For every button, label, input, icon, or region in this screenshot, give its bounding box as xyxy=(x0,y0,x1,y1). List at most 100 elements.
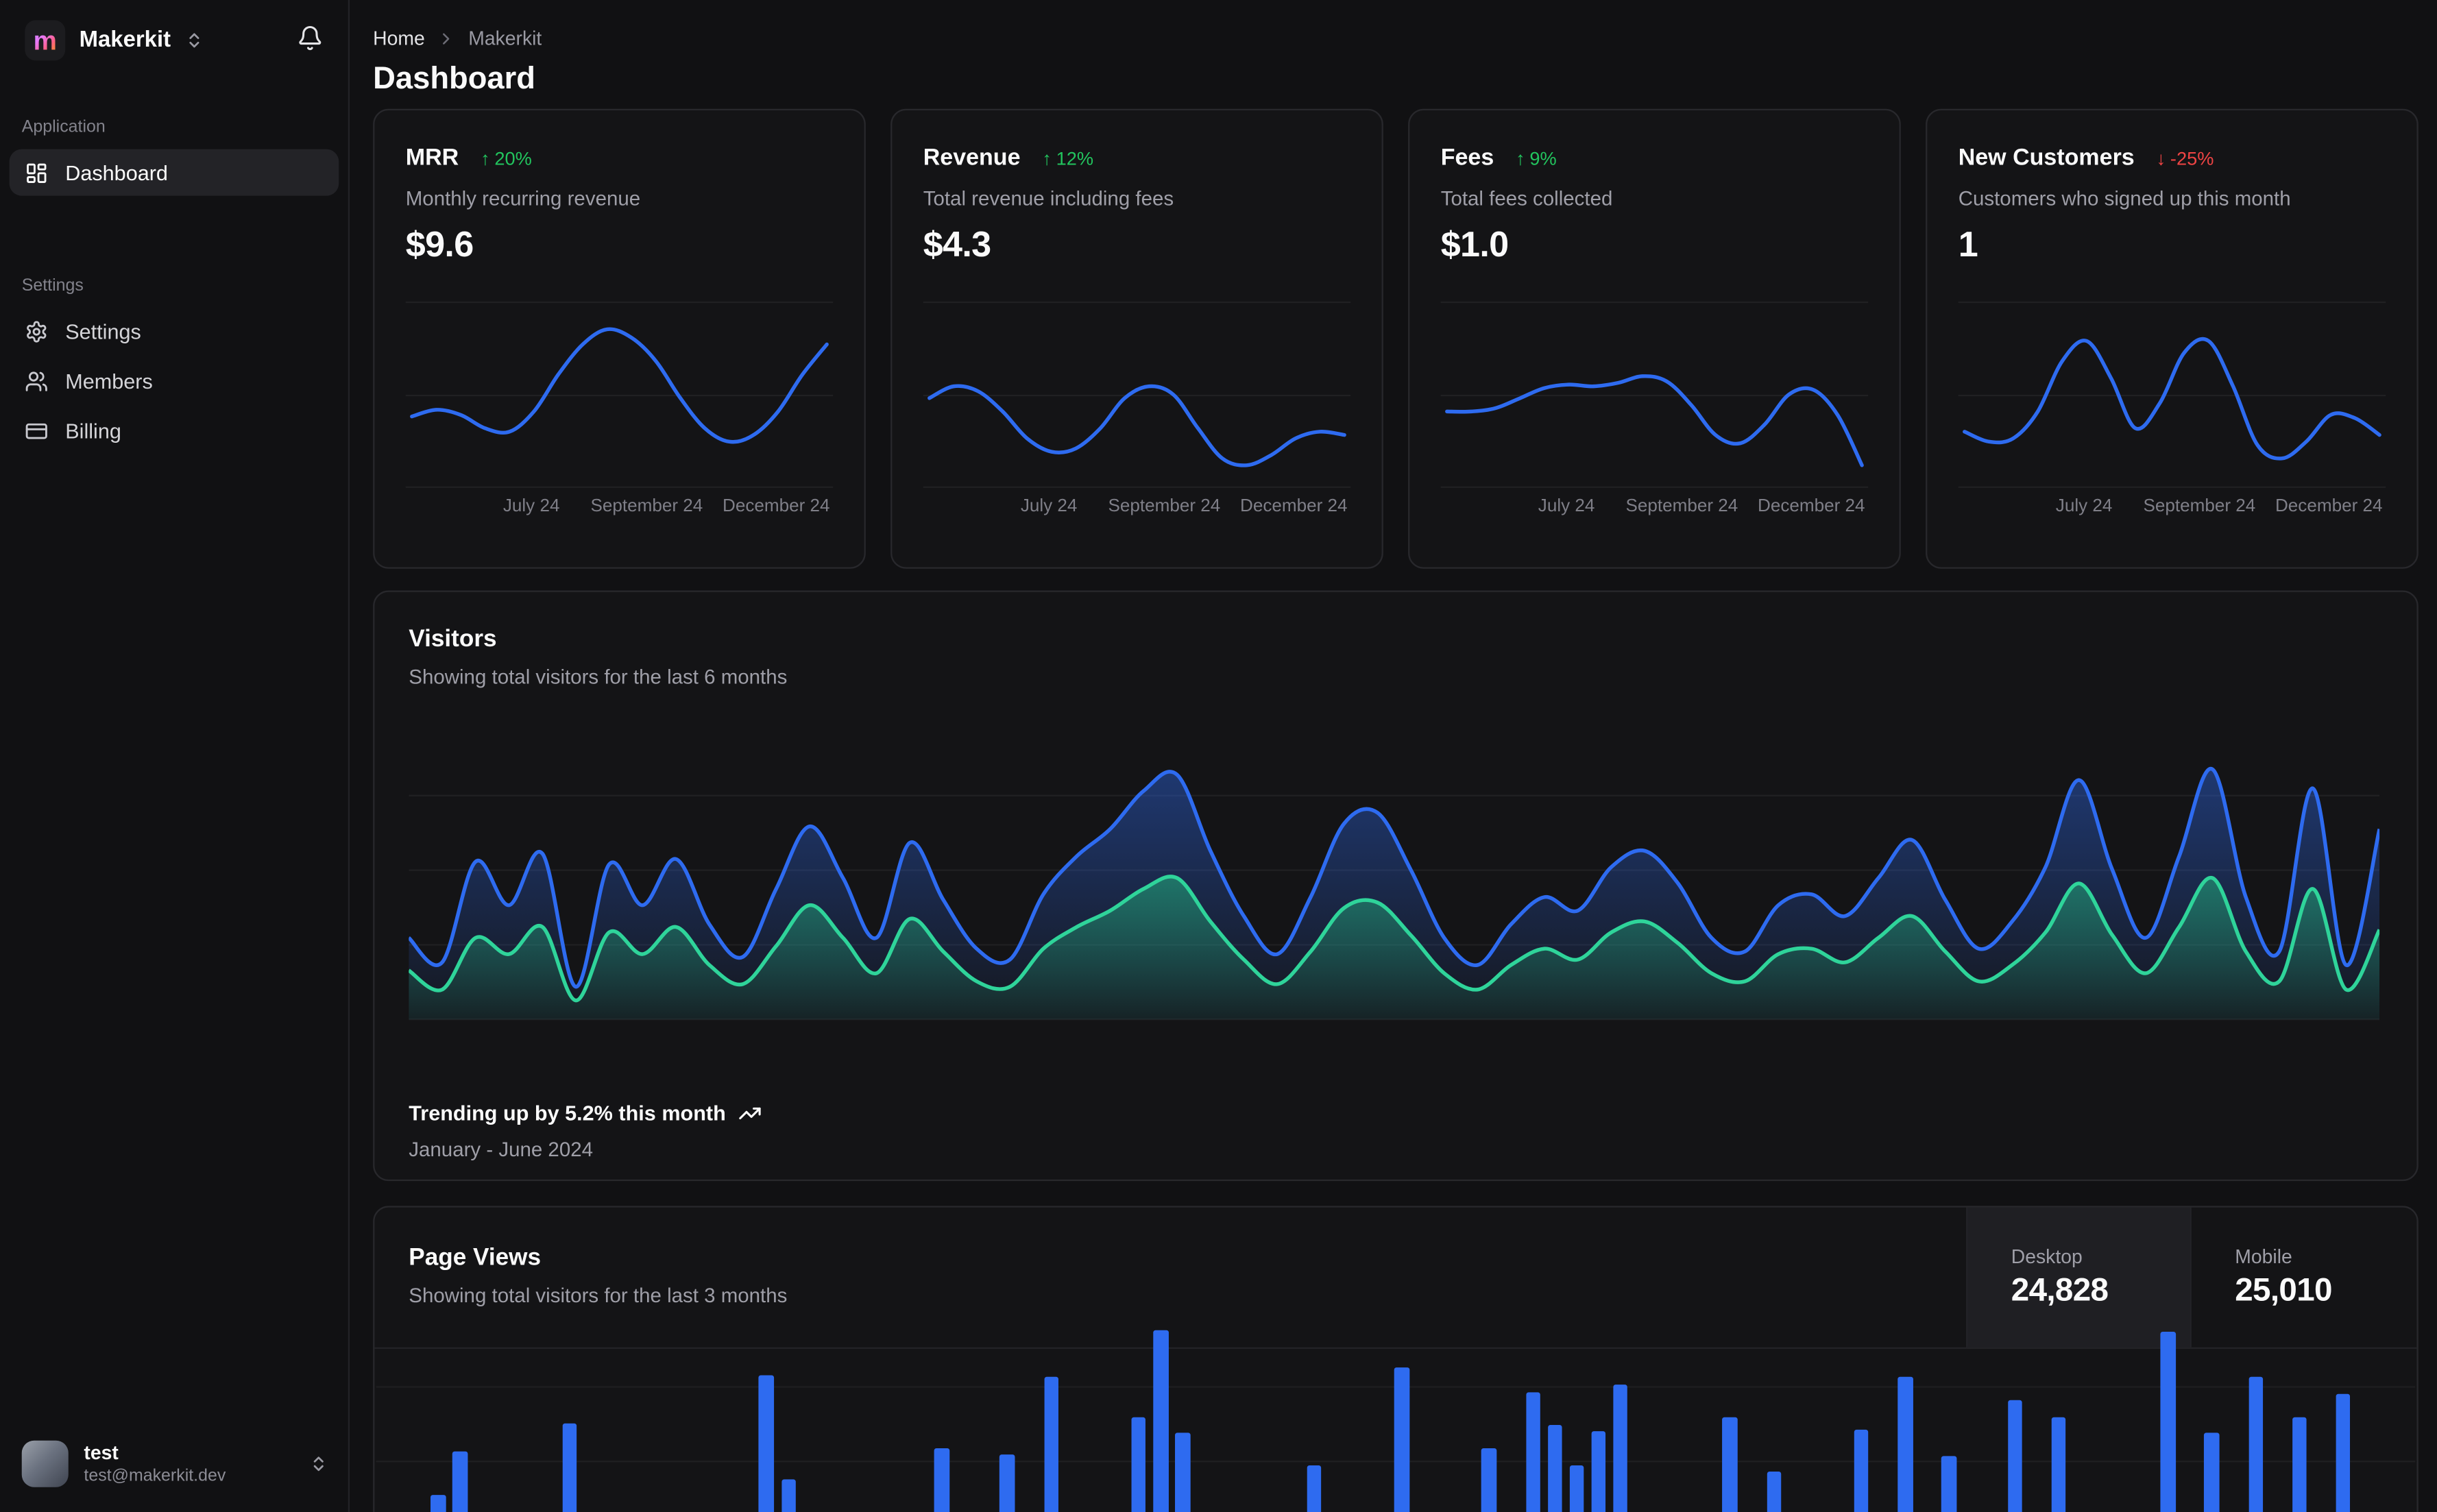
bar xyxy=(999,1454,1015,1512)
tab-label: Mobile xyxy=(2235,1245,2292,1267)
bar xyxy=(1766,1472,1782,1512)
page-title: Dashboard xyxy=(373,62,535,97)
page-views-bar-chart xyxy=(409,1330,2379,1512)
x-tick: December 24 xyxy=(2275,497,2383,516)
trending-up-icon xyxy=(738,1101,762,1125)
dashboard-icon xyxy=(25,161,48,184)
notifications-button[interactable] xyxy=(294,22,327,59)
stat-description: Total revenue including fees xyxy=(923,186,1174,210)
sidebar-item-label: Members xyxy=(65,369,153,393)
credit-card-icon xyxy=(25,419,48,442)
x-tick: July 24 xyxy=(1020,497,1078,516)
bar xyxy=(1131,1417,1146,1512)
visitors-title: Visitors xyxy=(409,626,497,653)
stat-card-fees: Fees ↑ 9% Total fees collected $1.0 July … xyxy=(1408,108,1901,569)
bar xyxy=(431,1495,446,1512)
sparkline-chart xyxy=(923,301,1351,488)
x-tick: December 24 xyxy=(1757,497,1865,516)
sidebar-header: m Makerkit xyxy=(0,0,348,81)
x-axis-labels: July 24 September 24 December 24 xyxy=(1447,497,1865,520)
page-views-chart-area xyxy=(374,1330,2416,1512)
bar xyxy=(1394,1367,1409,1512)
visitors-footer: Trending up by 5.2% this month January -… xyxy=(409,1101,762,1161)
visitors-period: January - June 2024 xyxy=(409,1137,594,1161)
sidebar-nav: Application Dashboard Settings Settings … xyxy=(0,118,348,454)
bar xyxy=(2160,1332,2176,1512)
stat-card-revenue: Revenue ↑ 12% Total revenue including fee… xyxy=(890,108,1383,569)
bar xyxy=(781,1479,796,1512)
bar xyxy=(452,1451,468,1512)
x-tick: September 24 xyxy=(590,497,703,516)
sparkline-svg xyxy=(1445,374,1864,467)
trend-badge: ↑ 12% xyxy=(1042,147,1093,169)
bar xyxy=(1722,1417,1738,1512)
stat-description: Customers who signed up this month xyxy=(1958,186,2291,210)
bar xyxy=(1525,1392,1540,1512)
x-axis-labels: July 24 September 24 December 24 xyxy=(930,497,1348,520)
bar xyxy=(934,1448,949,1512)
arrow-down-icon: ↓ xyxy=(2156,147,2166,169)
trend-badge: ↑ 9% xyxy=(1516,147,1557,169)
tab-desktop[interactable]: Desktop 24,828 xyxy=(1966,1207,2190,1348)
bar xyxy=(1306,1465,1322,1512)
gear-icon xyxy=(25,319,48,343)
breadcrumb: Home Makerkit xyxy=(373,25,2418,53)
workspace-selector[interactable]: m Makerkit xyxy=(25,20,293,61)
x-tick: September 24 xyxy=(1625,497,1738,516)
stat-description: Total fees collected xyxy=(1440,186,1613,210)
arrow-up-icon: ↑ xyxy=(480,147,490,169)
bar xyxy=(1547,1425,1562,1512)
bar xyxy=(1481,1448,1497,1512)
arrow-up-icon: ↑ xyxy=(1042,147,1052,169)
bar xyxy=(2204,1432,2220,1512)
sidebar-item-label: Billing xyxy=(65,419,121,443)
sidebar-item-members[interactable]: Members xyxy=(10,357,339,404)
trend-badge: ↓ -25% xyxy=(2156,147,2214,169)
stat-value: $1.0 xyxy=(1440,223,1509,265)
x-tick: September 24 xyxy=(1108,497,1221,516)
nav-section-application: Application xyxy=(21,118,106,137)
sidebar-item-dashboard[interactable]: Dashboard xyxy=(9,149,339,196)
sparkline-chart xyxy=(405,301,834,488)
page-views-card: Page Views Showing total visitors for th… xyxy=(373,1206,2418,1512)
stat-cards-row: MRR ↑ 20% Monthly recurring revenue $9.6 … xyxy=(373,108,2418,569)
breadcrumb-home-link[interactable]: Home xyxy=(373,27,425,50)
sparkline-svg xyxy=(410,327,829,444)
bar xyxy=(561,1423,577,1512)
sidebar-item-billing[interactable]: Billing xyxy=(10,407,339,454)
sidebar-item-label: Dashboard xyxy=(65,160,168,184)
delta-value: 20% xyxy=(494,147,532,169)
visitors-card: Visitors Showing total visitors for the … xyxy=(373,590,2418,1182)
user-menu[interactable]: test test@makerkit.dev xyxy=(0,1415,350,1512)
stat-title: MRR xyxy=(405,144,459,171)
bar xyxy=(1613,1385,1628,1512)
x-tick: September 24 xyxy=(2143,497,2256,516)
stat-title: Fees xyxy=(1440,144,1494,171)
makerkit-logo: m xyxy=(25,20,66,61)
sidebar-item-settings[interactable]: Settings xyxy=(10,308,339,354)
bar xyxy=(759,1375,774,1512)
bar xyxy=(1043,1376,1059,1512)
user-name: test xyxy=(84,1441,119,1463)
bar xyxy=(1854,1429,1869,1512)
tab-mobile[interactable]: Mobile 25,010 xyxy=(2190,1207,2417,1348)
x-axis-labels: July 24 September 24 December 24 xyxy=(412,497,830,520)
user-email: test@makerkit.dev xyxy=(84,1466,226,1485)
nav-spacer xyxy=(10,199,339,239)
arrow-up-icon: ↑ xyxy=(1516,147,1525,169)
visitors-subtitle: Showing total visitors for the last 6 mo… xyxy=(409,665,788,689)
bar xyxy=(1569,1465,1584,1512)
tab-value: 25,010 xyxy=(2235,1271,2332,1308)
sparkline-chart xyxy=(1958,301,2386,488)
bar xyxy=(2051,1417,2066,1512)
bar xyxy=(1898,1376,1913,1512)
bar xyxy=(2336,1393,2351,1512)
visitors-area-chart xyxy=(409,767,2380,1021)
stat-card-mrr: MRR ↑ 20% Monthly recurring revenue $9.6 … xyxy=(373,108,866,569)
stat-value: $9.6 xyxy=(405,223,474,265)
x-tick: July 24 xyxy=(502,497,560,516)
page-views-toggle: Desktop 24,828 Mobile 25,010 xyxy=(1966,1207,2417,1348)
stat-value: 1 xyxy=(1958,223,1978,265)
bell-icon xyxy=(297,25,324,51)
